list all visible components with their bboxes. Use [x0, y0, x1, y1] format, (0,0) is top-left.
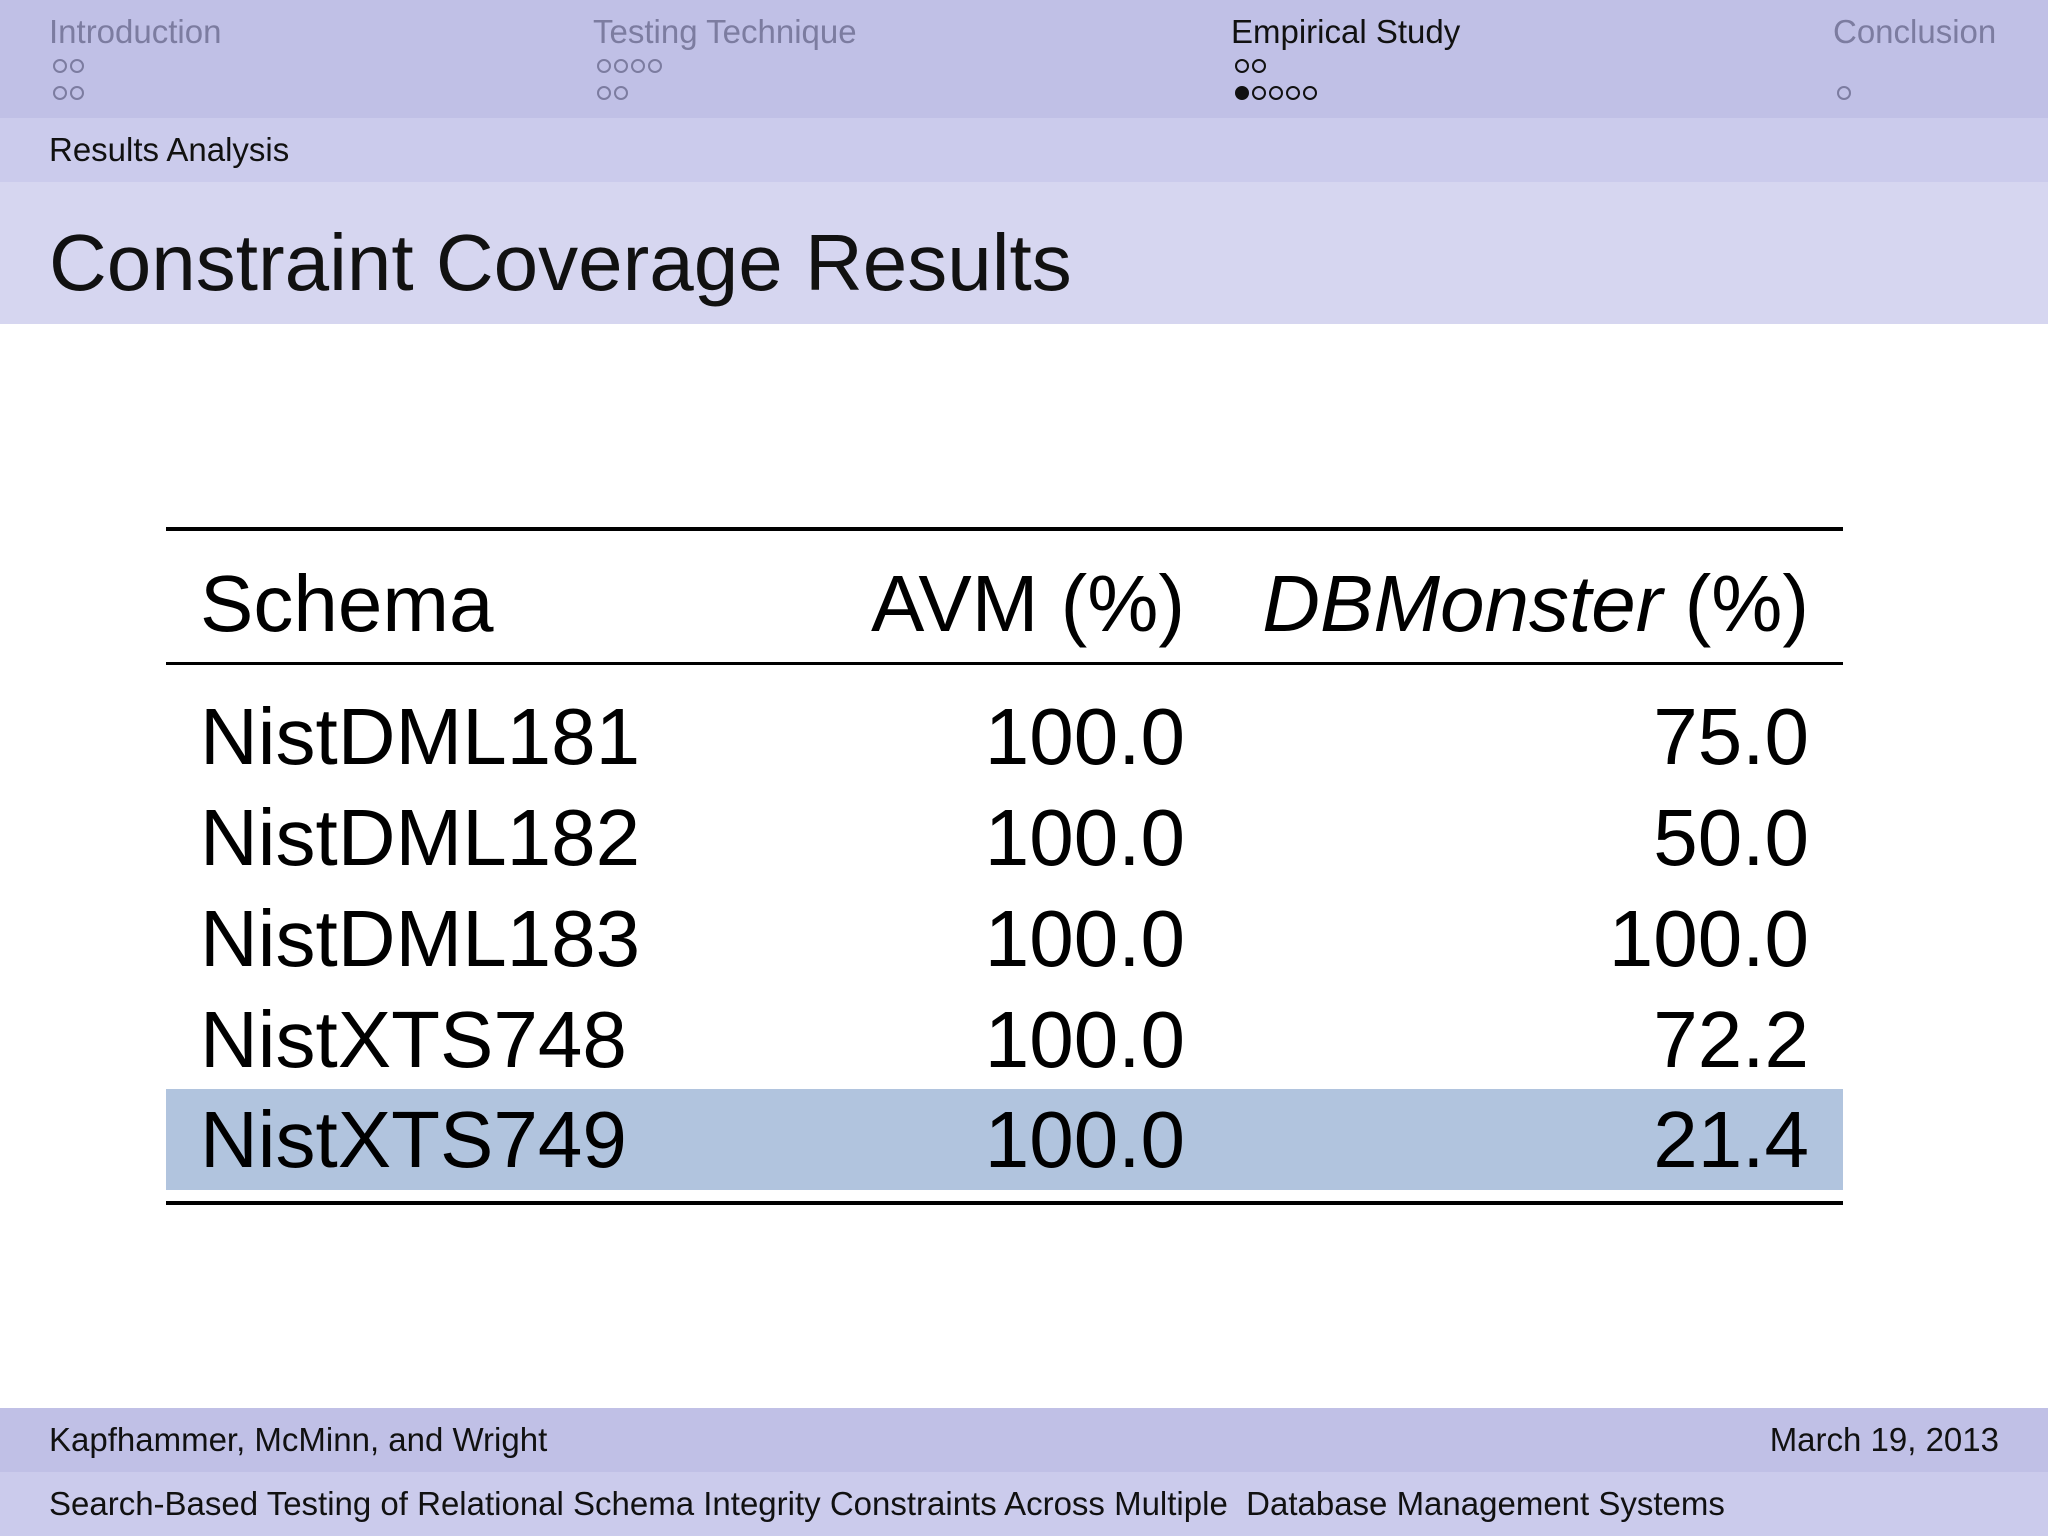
- frame-dot-icon[interactable]: [70, 85, 84, 100]
- frame-dot-icon[interactable]: [1235, 58, 1249, 73]
- nav-dots-row: [53, 79, 221, 106]
- nav-section-title[interactable]: Empirical Study: [1231, 13, 1461, 50]
- cell-avm: 100.0: [984, 793, 1185, 882]
- nav-dots-row: [1837, 52, 1996, 79]
- table-header-rule: [166, 662, 1843, 665]
- slide-title: Constraint Coverage Results: [49, 218, 1072, 307]
- header-avm: AVM (%): [870, 559, 1185, 648]
- footer-info-bar: Kapfhammer, McMinn, and Wright March 19,…: [0, 1408, 2048, 1472]
- cell-dbmonster: 72.2: [1653, 995, 1809, 1084]
- cell-avm: 100.0: [984, 692, 1185, 781]
- current-frame-dot-icon[interactable]: [1235, 85, 1249, 100]
- frame-dot-icon[interactable]: [53, 85, 67, 100]
- nav-section-title[interactable]: Introduction: [49, 13, 222, 50]
- header-dbmonster-unit: (%): [1662, 559, 1809, 648]
- frame-dot-icon[interactable]: [1252, 58, 1266, 73]
- cell-dbmonster: 50.0: [1653, 793, 1809, 882]
- nav-dots-row: [597, 79, 857, 106]
- footer-date: March 19, 2013: [1769, 1421, 1999, 1458]
- footer-talk-title: Search-Based Testing of Relational Schem…: [49, 1485, 1725, 1522]
- table-row: NistDML183 100.0 100.0: [166, 888, 1843, 989]
- table-row: NistDML181 100.0 75.0: [166, 686, 1843, 787]
- frame-dot-icon[interactable]: [648, 58, 662, 73]
- cell-schema: NistDML183: [200, 894, 641, 983]
- frame-dot-icon[interactable]: [614, 85, 628, 100]
- nav-dots-row: [53, 52, 221, 79]
- cell-schema: NistDML181: [200, 692, 641, 781]
- table-row: NistXTS748 100.0 72.2: [166, 989, 1843, 1090]
- table-bottom-rule: [166, 1201, 1843, 1205]
- cell-dbmonster: 21.4: [1653, 1095, 1809, 1184]
- cell-schema: NistXTS748: [200, 995, 627, 1084]
- cell-dbmonster: 100.0: [1608, 894, 1809, 983]
- frame-dot-icon[interactable]: [53, 58, 67, 73]
- frame-dot-icon[interactable]: [1269, 85, 1283, 100]
- cell-dbmonster: 75.0: [1653, 692, 1809, 781]
- nav-section-title[interactable]: Testing Technique: [593, 13, 857, 50]
- nav-section-introduction[interactable]: Introduction: [49, 12, 221, 106]
- nav-dots-row: [1235, 52, 1460, 79]
- frame-dot-icon[interactable]: [1252, 85, 1266, 100]
- frame-dot-icon[interactable]: [597, 85, 611, 100]
- cell-avm: 100.0: [984, 995, 1185, 1084]
- highlighted-table-row: NistXTS749 100.0 21.4: [166, 1089, 1843, 1190]
- frame-dot-icon[interactable]: [1286, 85, 1300, 100]
- frame-dot-icon[interactable]: [1837, 85, 1851, 100]
- subsection-title[interactable]: Results Analysis: [49, 131, 290, 168]
- cell-schema: NistDML182: [200, 793, 641, 882]
- cell-avm: 100.0: [984, 894, 1185, 983]
- nav-section-conclusion[interactable]: Conclusion: [1833, 12, 1996, 106]
- title-bar: Constraint Coverage Results: [0, 182, 2048, 324]
- frame-dot-icon[interactable]: [597, 58, 611, 73]
- nav-dots-row: [597, 52, 857, 79]
- nav-section-testing-technique[interactable]: Testing Technique: [593, 12, 857, 106]
- frame-dot-icon[interactable]: [70, 58, 84, 73]
- frame-dot-icon[interactable]: [1303, 85, 1317, 100]
- header-dbmonster: DBMonster (%): [1262, 553, 1809, 654]
- footer-title-bar: Search-Based Testing of Relational Schem…: [0, 1472, 2048, 1536]
- nav-dots-row: [1235, 79, 1460, 106]
- header-schema: Schema: [200, 559, 494, 648]
- subsection-bar: Results Analysis: [0, 118, 2048, 182]
- table-row: NistDML182 100.0 50.0: [166, 787, 1843, 888]
- nav-dots-row: [1837, 79, 1996, 106]
- header-dbmonster-name: DBMonster: [1262, 559, 1663, 648]
- table-header-row: Schema AVM (%) DBMonster (%): [166, 553, 1843, 654]
- cell-schema: NistXTS749: [200, 1095, 627, 1184]
- table-top-rule: [166, 527, 1843, 531]
- frame-dot-icon[interactable]: [631, 58, 645, 73]
- nav-section-empirical-study[interactable]: Empirical Study: [1231, 12, 1460, 106]
- footer-authors: Kapfhammer, McMinn, and Wright: [49, 1421, 548, 1458]
- cell-avm: 100.0: [984, 1095, 1185, 1184]
- frame-dot-icon[interactable]: [614, 58, 628, 73]
- nav-section-title[interactable]: Conclusion: [1833, 13, 1997, 50]
- section-navigation: Introduction Testing Technique: [0, 0, 2048, 118]
